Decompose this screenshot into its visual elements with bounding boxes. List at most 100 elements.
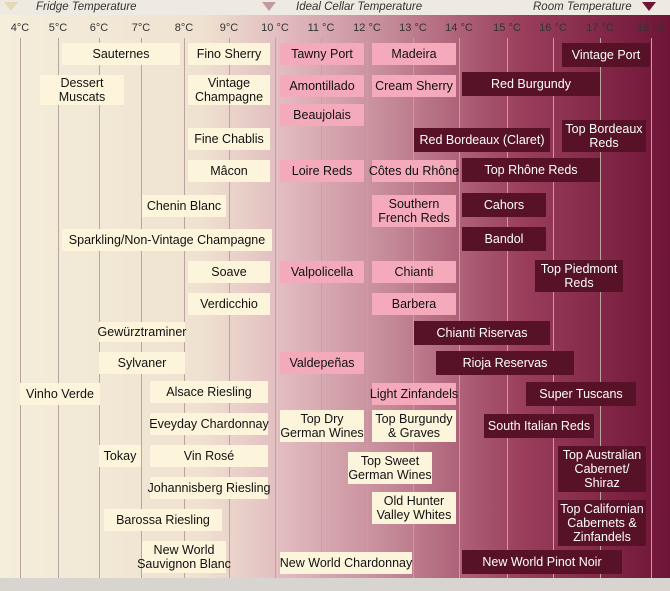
wine-name: Johannisberg Riesling (147, 481, 271, 495)
wine-label: Red Burgundy (462, 72, 600, 96)
room-marker (642, 2, 656, 11)
wine-name: Muscats (58, 90, 106, 104)
wine-name: New World (153, 543, 215, 557)
wine-label: Bandol (462, 227, 546, 251)
wine-label: Vin Rosé (150, 445, 268, 467)
wine-label: Soave (188, 261, 270, 283)
wine-label: Valdepeñas (280, 352, 364, 374)
temperature-label: 9°C (219, 22, 239, 34)
temperature-label: 15 °C (493, 22, 521, 34)
wine-name: Southern (388, 197, 440, 211)
wine-name: Top Piedmont (540, 262, 618, 276)
wine-name: Sylvaner (117, 356, 167, 370)
temperature-line (321, 38, 322, 578)
temperature-label: 4°C (10, 22, 30, 34)
header-bar (0, 0, 670, 15)
wine-name: Cahors (483, 198, 525, 212)
wine-name: Chenin Blanc (146, 199, 222, 213)
wine-name: Sauternes (92, 47, 150, 61)
wine-label: Verdicchio (188, 293, 270, 315)
wine-name: Top Australian (562, 448, 642, 462)
temperature-label: 7°C (131, 22, 151, 34)
wine-name: South Italian Reds (487, 419, 591, 433)
wine-name: Reds (589, 136, 619, 150)
wine-name: French Reds (378, 211, 450, 225)
wine-name: Light Zinfandels (369, 387, 459, 401)
wine-label: Sylvaner (99, 352, 185, 374)
wine-label: Vintage Port (562, 43, 650, 67)
wine-name: Gewürztraminer (97, 325, 187, 339)
temperature-line (507, 38, 508, 578)
wine-name: Valdepeñas (289, 356, 355, 370)
wine-label: Sparkling/Non-Vintage Champagne (62, 229, 272, 251)
wine-label: Chianti Riservas (414, 321, 550, 345)
wine-name: Cabernets & (567, 516, 637, 530)
wine-name: Red Bordeaux (Claret) (419, 133, 545, 147)
wine-name: Madeira (391, 47, 437, 61)
wine-name: Fino Sherry (196, 47, 262, 61)
wine-label: Madeira (372, 43, 456, 65)
wine-label: Top Australian Cabernet/Shiraz (558, 446, 646, 492)
temperature-label: 12 °C (353, 22, 381, 34)
wine-name: Verdicchio (200, 297, 258, 311)
wine-name: Champagne (194, 90, 264, 104)
wine-name: Sparkling/Non-Vintage Champagne (68, 233, 266, 247)
wine-label: Super Tuscans (526, 382, 636, 406)
wine-name: & Graves (387, 426, 441, 440)
wine-name: Tokay (103, 449, 137, 463)
temperature-line (459, 38, 460, 578)
wine-label: Top Californian Cabernets & Zinfandels (558, 500, 646, 546)
wine-name: Barossa Riesling (116, 513, 210, 527)
wine-label: Gewürztraminer (97, 322, 187, 342)
fridge-marker (4, 2, 18, 11)
wine-label: Fino Sherry (188, 43, 270, 65)
wine-label: Rioja Reservas (436, 351, 574, 375)
wine-name: German Wines (348, 468, 432, 482)
wine-label: New World Sauvignon Blanc (137, 541, 231, 573)
wine-name: Old Hunter (383, 494, 445, 508)
wine-name: Beaujolais (293, 108, 351, 122)
wine-label: Southern French Reds (372, 195, 456, 227)
wine-label: Top Piedmont Reds (535, 260, 623, 292)
wine-label: Fine Chablis (188, 128, 270, 150)
wine-label: Eveyday Chardonnay (149, 413, 269, 435)
wine-name: Super Tuscans (539, 387, 623, 401)
wine-label: Mâcon (188, 160, 270, 182)
wine-name: Alsace Riesling (166, 385, 252, 399)
wine-name: Vinho Verde (26, 387, 94, 401)
cellar-label: Ideal Cellar Temperature (296, 1, 423, 13)
wine-name: Tawny Port (291, 47, 353, 61)
temperature-label: 14 °C (445, 22, 473, 34)
temperature-line (99, 38, 100, 578)
temperature-line (275, 38, 276, 578)
wine-label: Tokay (99, 445, 141, 467)
wine-name: Cabernet/ (574, 462, 630, 476)
wine-name: Top Burgundy (375, 412, 453, 426)
wine-label: Barbera (372, 293, 456, 315)
wine-name: Top Rhône Reds (484, 163, 578, 177)
wine-label: Vinho Verde (20, 383, 100, 405)
temperature-line (184, 38, 185, 578)
wine-label: Top Dry German Wines (280, 410, 364, 442)
wine-label: Top Bordeaux Reds (562, 120, 646, 152)
wine-name: Vin Rosé (183, 449, 235, 463)
wine-name: Chianti (394, 265, 434, 279)
wine-label: Amontillado (280, 75, 364, 97)
wine-name: Bandol (484, 232, 524, 246)
wine-label: Top Sweet German Wines (348, 452, 432, 484)
wine-label: Sauternes (62, 43, 180, 65)
wine-label: Dessert Muscats (40, 75, 124, 105)
wine-name: Chianti Riservas (436, 326, 528, 340)
temperature-line (58, 38, 59, 578)
wine-name: New World Pinot Noir (482, 555, 602, 569)
cellar-marker (262, 2, 276, 11)
wine-name: Top Californian (560, 502, 644, 516)
wine-label: Johannisberg Riesling (147, 477, 271, 499)
wine-name: Top Dry (300, 412, 344, 426)
temperature-line (141, 38, 142, 578)
wine-name: Top Sweet (360, 454, 420, 468)
wine-name: Top Bordeaux (565, 122, 643, 136)
wine-label: New World Pinot Noir (462, 550, 622, 574)
temperature-label: 6°C (89, 22, 109, 34)
